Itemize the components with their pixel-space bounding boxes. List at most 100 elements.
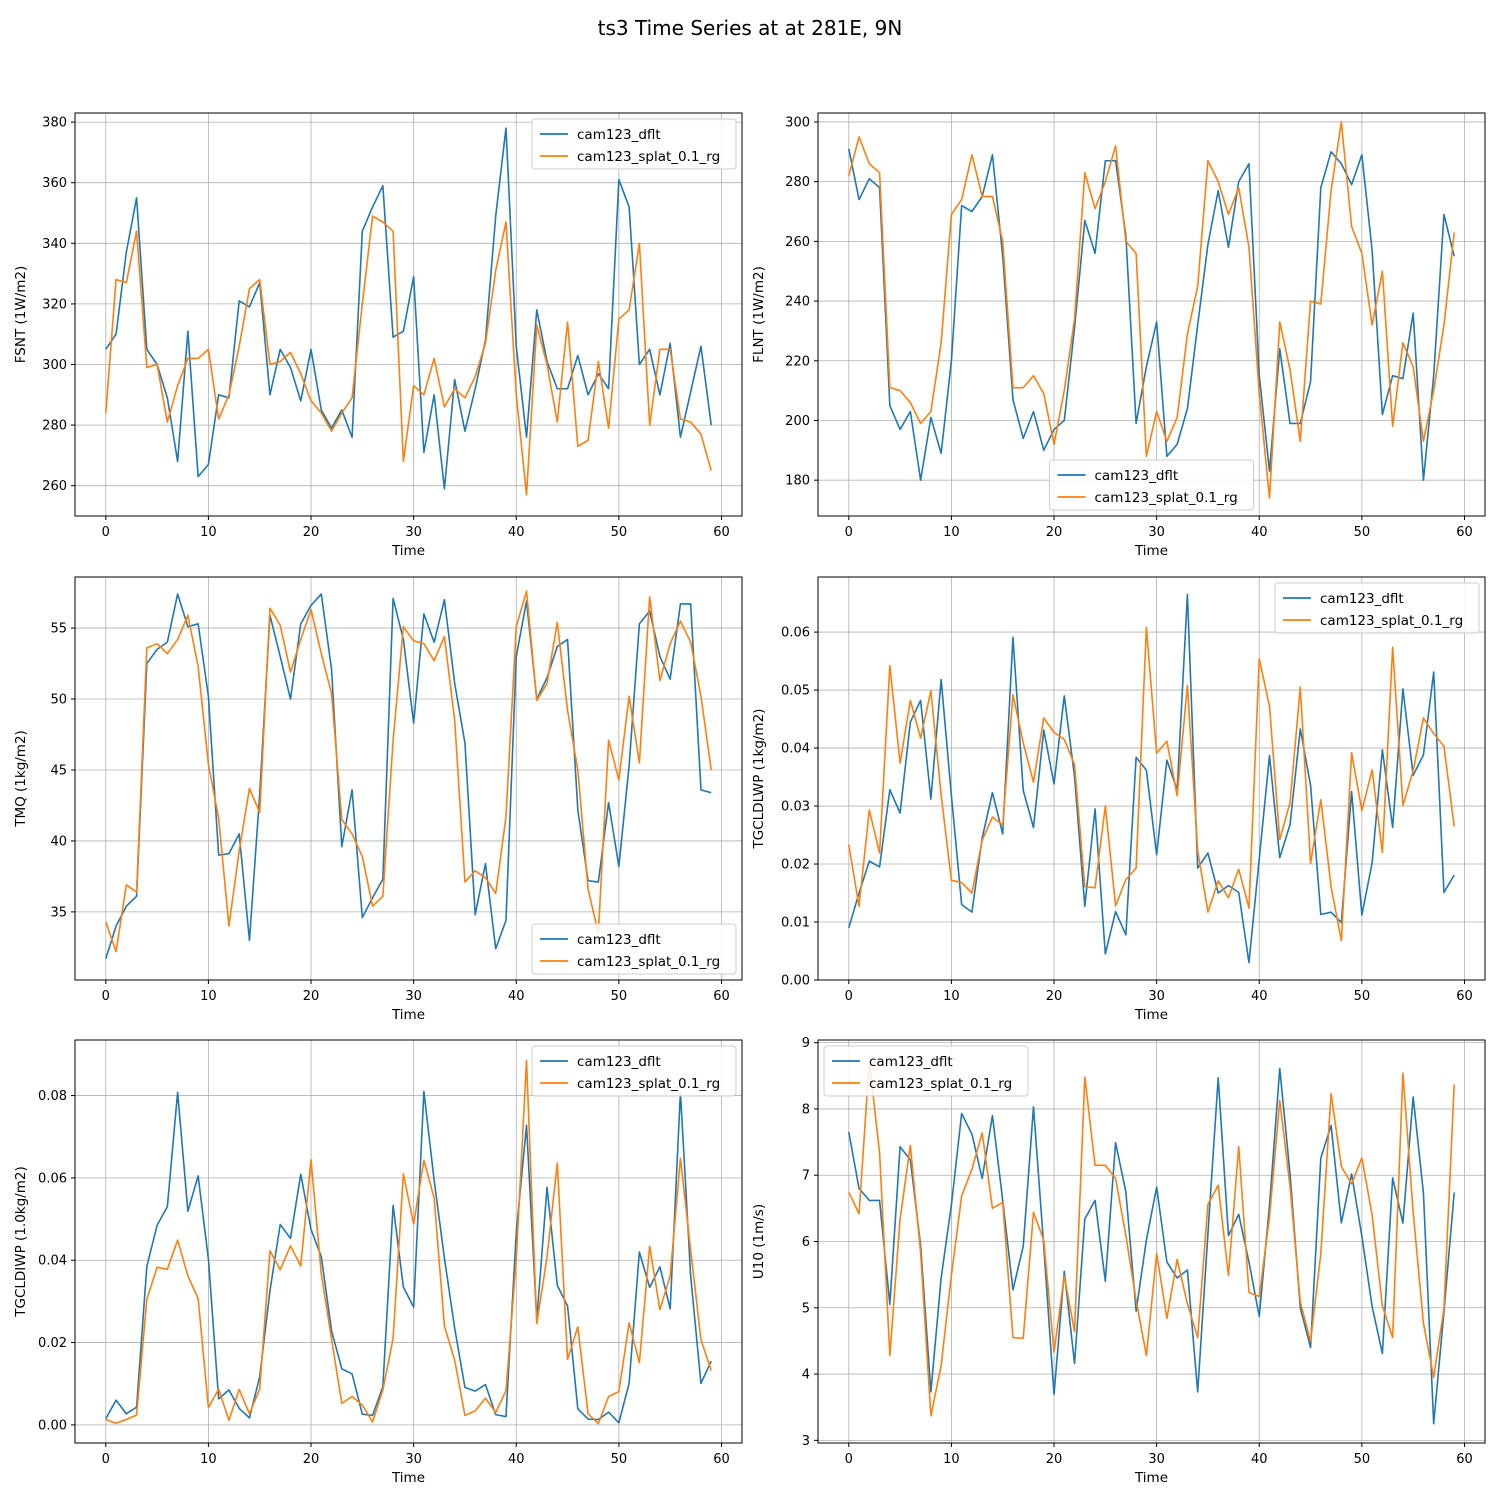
y-tick-label: 0.00 xyxy=(781,974,810,989)
y-axis-label: TGCLDIWP (1.0kg/m2) xyxy=(13,1166,29,1318)
series-line-cam123_dflt xyxy=(105,1090,712,1424)
x-tick-label: 0 xyxy=(102,1452,110,1467)
x-tick-label: 60 xyxy=(1456,525,1473,540)
series-line-cam123_dflt xyxy=(105,127,713,490)
series-line-cam123_splat_0.1_rg xyxy=(847,626,1456,942)
legend: cam123_dflt cam123_splat_0.1_rg xyxy=(823,1045,1029,1097)
x-axis-label: Time xyxy=(391,1007,425,1023)
legend-entry: cam123_splat_0.1_rg xyxy=(869,1076,1012,1092)
legend-box xyxy=(531,923,737,975)
legend-box xyxy=(531,118,737,170)
x-tick-label: 0 xyxy=(102,525,110,540)
x-tick-label: 30 xyxy=(1148,989,1165,1004)
y-tick-label: 0.04 xyxy=(781,742,810,757)
figure-title: ts3 Time Series at at 281E, 9N xyxy=(597,16,903,40)
x-axis-label: Time xyxy=(391,543,425,559)
legend-entry: cam123_splat_0.1_rg xyxy=(577,1076,720,1092)
y-axis-label: FLNT (1W/m2) xyxy=(751,266,767,363)
y-tick-label: 360 xyxy=(42,176,67,191)
x-tick-label: 60 xyxy=(1456,989,1473,1004)
x-tick-label: 20 xyxy=(303,525,320,540)
x-axis-label: Time xyxy=(1134,1007,1168,1023)
axes-frame xyxy=(817,576,1486,981)
y-tick-label: 55 xyxy=(50,622,67,637)
axes-frame xyxy=(74,576,743,981)
x-tick-label: 0 xyxy=(845,989,853,1004)
y-tick-label: 7 xyxy=(802,1169,810,1184)
y-tick-label: 0.02 xyxy=(781,858,810,873)
legend-box xyxy=(1274,582,1480,634)
legend-entry: cam123_splat_0.1_rg xyxy=(577,149,720,165)
series-line-cam123_dflt xyxy=(847,1067,1456,1425)
y-tick-label: 6 xyxy=(802,1235,810,1250)
x-tick-label: 40 xyxy=(1251,525,1268,540)
x-tick-label: 60 xyxy=(713,989,730,1004)
y-tick-label: 9 xyxy=(802,1036,810,1051)
legend: cam123_dflt cam123_splat_0.1_rg xyxy=(1049,459,1254,511)
x-tick-label: 50 xyxy=(611,525,628,540)
x-tick-label: 0 xyxy=(845,1452,853,1467)
subplot-5: 0 10 20 30 40 50 60 0.00 0.02 0.04 0.06 0.08 Time TGC… xyxy=(13,1039,743,1486)
y-axis-label: TGCLDLWP (1kg/m2) xyxy=(751,709,767,850)
x-tick-label: 40 xyxy=(508,525,525,540)
y-tick-label: 4 xyxy=(802,1368,810,1383)
x-tick-label: 10 xyxy=(200,989,217,1004)
x-tick-label: 60 xyxy=(713,1452,730,1467)
y-tick-label: 0.04 xyxy=(38,1254,67,1269)
axes-frame xyxy=(74,112,743,517)
y-tick-label: 300 xyxy=(42,358,67,373)
subplot-2: 0 10 20 30 40 50 60 180 200 220 240 260 280 300 Time FL… xyxy=(751,112,1486,559)
y-tick-label: 0.01 xyxy=(781,916,810,931)
y-tick-label: 5 xyxy=(802,1301,810,1316)
series-line-cam123_splat_0.1_rg xyxy=(104,215,712,496)
x-tick-label: 30 xyxy=(405,525,422,540)
legend-entry: cam123_dflt xyxy=(1320,591,1404,607)
x-tick-label: 40 xyxy=(508,989,525,1004)
x-tick-label: 10 xyxy=(943,525,960,540)
x-tick-label: 60 xyxy=(713,525,730,540)
axes-frame xyxy=(817,112,1486,517)
legend-entry: cam123_splat_0.1_rg xyxy=(577,954,720,970)
y-tick-label: 200 xyxy=(785,414,810,429)
x-tick-label: 10 xyxy=(943,989,960,1004)
y-tick-label: 35 xyxy=(50,905,67,920)
x-tick-label: 20 xyxy=(1046,525,1063,540)
y-tick-label: 0.05 xyxy=(781,684,810,699)
series-line-cam123_dflt xyxy=(847,148,1455,481)
x-tick-label: 30 xyxy=(1148,1452,1165,1467)
y-tick-label: 50 xyxy=(50,693,67,708)
x-axis-label: Time xyxy=(1134,1470,1168,1486)
y-tick-label: 40 xyxy=(50,834,67,849)
x-tick-label: 20 xyxy=(1046,989,1063,1004)
legend: cam123_dflt cam123_splat_0.1_rg xyxy=(531,923,737,975)
x-tick-label: 40 xyxy=(1251,989,1268,1004)
y-tick-label: 0.03 xyxy=(781,800,810,815)
subplot-1: 0 10 20 30 40 50 60 260 280 300 320 340 360 380 Time FS… xyxy=(13,112,743,559)
legend-entry: cam123_splat_0.1_rg xyxy=(1095,490,1238,506)
y-tick-label: 220 xyxy=(785,354,810,369)
y-tick-label: 8 xyxy=(802,1102,810,1117)
x-tick-label: 60 xyxy=(1456,1452,1473,1467)
x-tick-label: 30 xyxy=(405,1452,422,1467)
y-tick-label: 380 xyxy=(42,116,67,131)
legend: cam123_dflt cam123_splat_0.1_rg xyxy=(1274,582,1480,634)
x-axis-label: Time xyxy=(1134,543,1168,559)
y-tick-label: 260 xyxy=(42,479,67,494)
y-tick-label: 260 xyxy=(785,235,810,250)
y-axis-label: U10 (1m/s) xyxy=(751,1204,767,1279)
y-tick-label: 280 xyxy=(42,419,67,434)
x-tick-label: 30 xyxy=(405,989,422,1004)
y-tick-label: 340 xyxy=(42,237,67,252)
y-tick-label: 320 xyxy=(42,297,67,312)
x-tick-label: 30 xyxy=(1148,525,1165,540)
y-tick-label: 180 xyxy=(785,474,810,489)
legend-box xyxy=(1049,459,1254,511)
y-axis-label: FSNT (1W/m2) xyxy=(13,266,29,364)
x-tick-label: 20 xyxy=(303,989,320,1004)
y-tick-label: 280 xyxy=(785,175,810,190)
legend-entry: cam123_dflt xyxy=(577,1054,661,1070)
y-tick-label: 45 xyxy=(50,763,67,778)
x-tick-label: 50 xyxy=(611,1452,628,1467)
